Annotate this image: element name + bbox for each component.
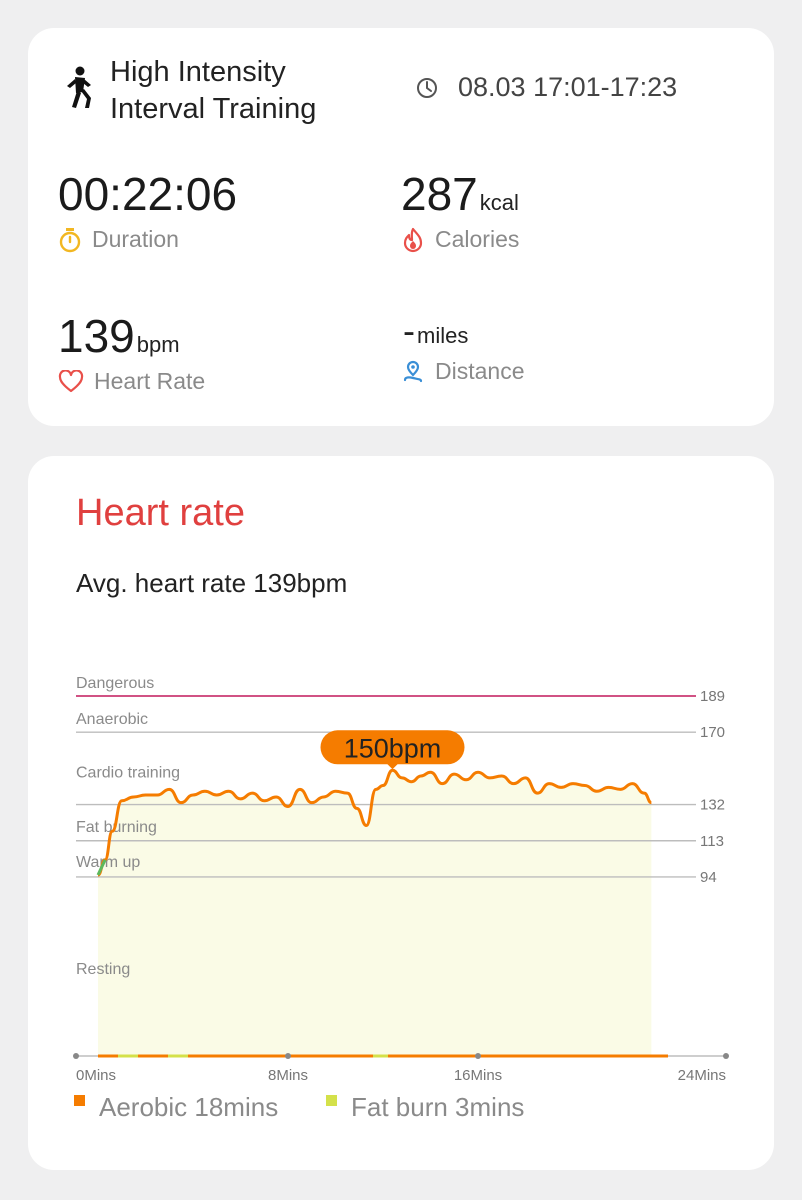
x-tick-label-3: 24Mins xyxy=(678,1067,726,1084)
calories-metric: 287kcal Calories xyxy=(401,168,519,253)
average-heart-rate: Avg. heart rate 139bpm xyxy=(76,568,348,598)
peak-bubble-label: 150bpm xyxy=(344,733,442,763)
zone-threshold-warm-up: 94 xyxy=(700,869,717,886)
legend-swatch-fat-burn xyxy=(326,1095,337,1106)
heart-rate-chart: 189 Dangerous 170 Anaerobic 132 Cardio traini… xyxy=(73,675,729,1084)
workout-title: High Intensity Interval Training xyxy=(110,56,317,125)
heart-rate-value: 139 xyxy=(58,310,135,362)
flame-icon xyxy=(403,227,423,252)
zone-threshold-dangerous: 189 xyxy=(700,688,725,705)
heart-rate-area xyxy=(98,770,652,1056)
calories-label: Calories xyxy=(435,226,520,252)
x-tick-label-0: 0Mins xyxy=(76,1067,116,1084)
zone-label-fat-burning: Fat burning xyxy=(76,819,157,836)
heart-icon xyxy=(58,369,84,392)
zone-label-resting: Resting xyxy=(76,961,130,978)
heart-rate-line xyxy=(97,768,652,877)
heart-rate-card: Heart rate Avg. heart rate 139bpm 189 Dan… xyxy=(28,456,774,1170)
running-figure-icon xyxy=(67,66,91,108)
peak-bubble-pointer xyxy=(386,763,399,770)
workout-time: 08.03 17:01-17:23 xyxy=(416,72,677,103)
zone-label-anaerobic: Anaerobic xyxy=(76,711,148,728)
zone-threshold-fat-burning: 113 xyxy=(700,833,724,850)
calories-value: 287 xyxy=(401,168,478,220)
duration-label: Duration xyxy=(92,226,179,252)
x-tick-dot-3 xyxy=(723,1053,729,1059)
legend-swatch-aerobic xyxy=(74,1095,85,1106)
x-tick-dot-2 xyxy=(475,1053,481,1059)
distance-value: - xyxy=(403,310,415,351)
workout-summary-card: High Intensity Interval Training 08.03 1… xyxy=(28,28,774,426)
heart-rate-label: Heart Rate xyxy=(94,368,206,394)
zone-label-cardio-training: Cardio training xyxy=(76,765,180,782)
legend-aerobic: Aerobic 18mins xyxy=(74,1092,278,1123)
distance-metric: -miles Distance xyxy=(401,310,524,385)
workout-title-row: High Intensity Interval Training xyxy=(62,54,370,128)
x-tick-dot-1 xyxy=(285,1053,291,1059)
zone-threshold-anaerobic: 170 xyxy=(700,724,725,741)
zone-threshold-cardio-training: 132 xyxy=(700,797,725,814)
calories-unit: kcal xyxy=(479,190,519,215)
peak-bubble xyxy=(320,730,465,765)
heart-rate-metric: 139bpm Heart Rate xyxy=(58,310,205,395)
duration-value: 00:22:06 xyxy=(58,168,238,220)
time-range-text: 08.03 17:01-17:23 xyxy=(458,72,678,102)
zone-label-dangerous: Dangerous xyxy=(76,675,154,692)
heart-rate-title: Heart rate xyxy=(76,492,245,534)
clock-icon xyxy=(417,77,437,98)
legend-label-aerobic: Aerobic 18mins xyxy=(99,1092,279,1122)
distance-label: Distance xyxy=(435,358,525,384)
legend-fat-burn: Fat burn 3mins xyxy=(326,1092,524,1123)
stopwatch-icon xyxy=(59,227,81,252)
duration-metric: 00:22:06 Duration xyxy=(58,168,237,253)
heart-rate-line-warmup xyxy=(96,859,107,876)
location-pin-icon xyxy=(403,360,423,382)
legend-label-fat-burn: Fat burn 3mins xyxy=(351,1092,525,1122)
x-tick-dot-0 xyxy=(73,1053,79,1059)
distance-unit: miles xyxy=(417,323,469,348)
zone-label-warm-up: Warm up xyxy=(76,854,140,871)
x-tick-label-2: 16Mins xyxy=(454,1067,502,1084)
heart-rate-unit: bpm xyxy=(136,332,180,357)
x-tick-label-1: 8Mins xyxy=(268,1067,308,1084)
